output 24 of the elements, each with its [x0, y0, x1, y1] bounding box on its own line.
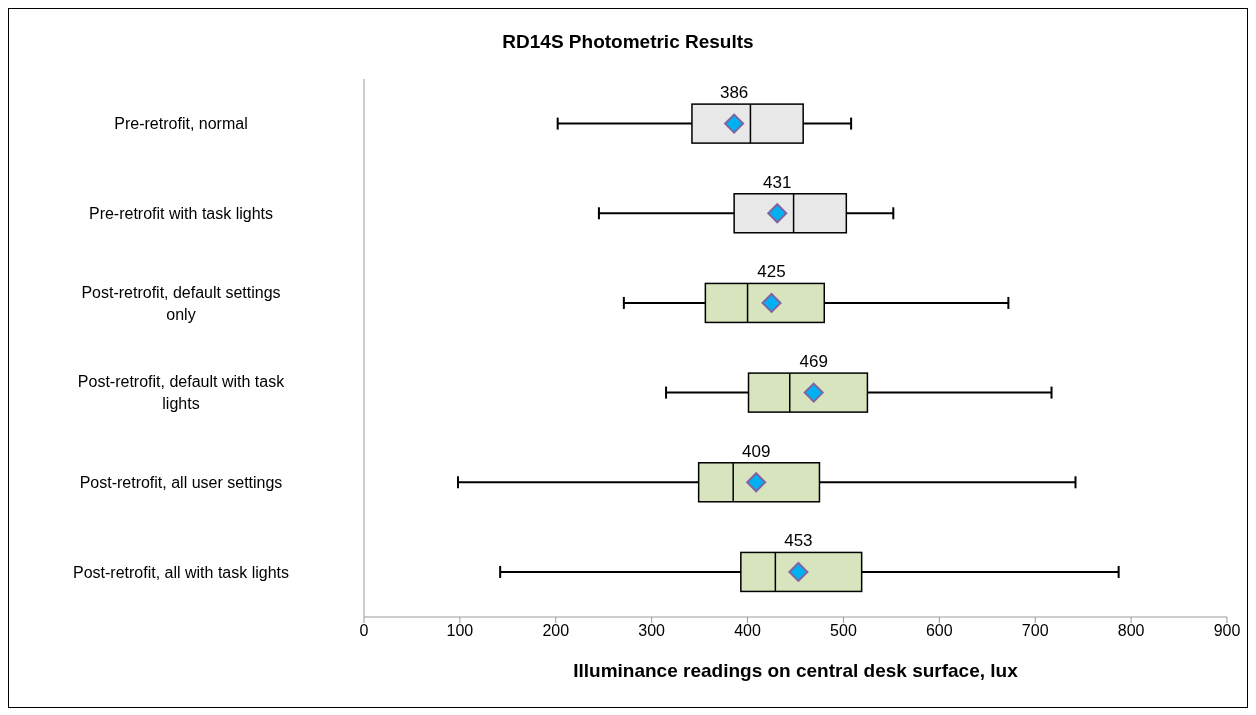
text: 425 [757, 262, 786, 282]
y-tick-label: Post-retrofit, all user settings [79, 474, 283, 492]
text: 386 [719, 83, 749, 103]
y-tick-label: Post-retrofit, default settings only [81, 283, 281, 323]
x-tick-label: 700 [1021, 622, 1049, 640]
x-tick-label: 100 [446, 622, 474, 640]
text: 431 [763, 172, 792, 192]
x-axis-title: Illuminance readings on central desk surface, lux [573, 660, 1019, 681]
x-tick-label: 800 [1117, 622, 1145, 640]
x-tick-label: 400 [734, 622, 761, 640]
chart-title: RD14S Photometric Results [501, 31, 755, 53]
text: 469 [799, 352, 828, 372]
y-tick-label: Pre-retrofit, normal [114, 115, 248, 133]
x-tick-label: 0 [359, 622, 369, 640]
text: 409 [742, 441, 771, 461]
text: 453 [784, 531, 813, 551]
x-tick-label: 900 [1213, 622, 1241, 640]
x-tick-label: 300 [638, 622, 666, 640]
x-tick-label: 200 [542, 622, 570, 640]
x-tick-label: 500 [830, 622, 857, 640]
y-tick-label: Post-retrofit, default with task lights [77, 373, 286, 413]
x-tick-label: 600 [925, 622, 953, 640]
y-tick-label: Pre-retrofit with task lights [88, 205, 274, 223]
y-tick-label: Post-retrofit, all with task lights [72, 563, 290, 581]
